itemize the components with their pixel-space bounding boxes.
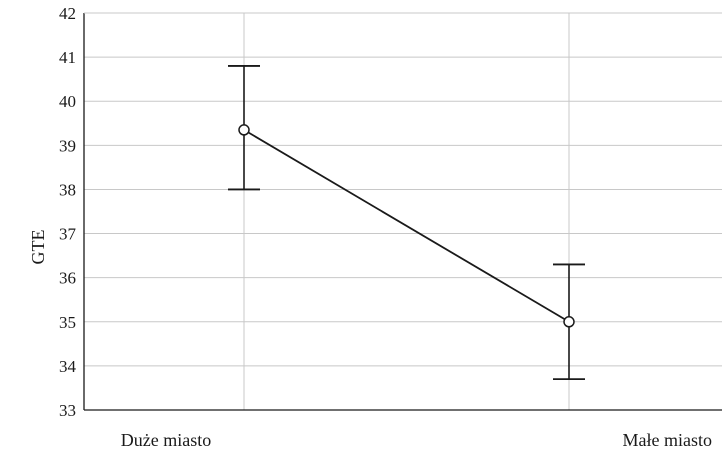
data-point <box>238 124 250 136</box>
x-category-label: Duże miasto <box>121 430 211 450</box>
x-category-labels: Duże miasto Małe miasto <box>121 430 712 450</box>
y-tick-label: 38 <box>59 180 76 199</box>
y-tick-label: 37 <box>59 225 77 244</box>
y-tick-label: 36 <box>59 269 76 288</box>
y-axis-label: GTE <box>28 230 48 265</box>
axes <box>83 12 722 411</box>
data-points <box>238 124 575 328</box>
grid-lines <box>84 12 722 410</box>
series-line-group <box>243 129 570 323</box>
y-tick-label: 42 <box>59 4 76 23</box>
y-tick-label: 35 <box>59 313 76 332</box>
series-line <box>243 129 570 323</box>
y-tick-label: 34 <box>59 357 77 376</box>
y-tick-label: 40 <box>59 92 76 111</box>
y-tick-label: 33 <box>59 401 76 420</box>
error-bars <box>228 65 585 381</box>
y-tick-labels: 33 34 35 36 37 38 39 40 41 42 <box>59 4 77 420</box>
y-tick-label: 39 <box>59 136 76 155</box>
x-category-label: Małe miasto <box>623 430 712 450</box>
data-point <box>563 316 575 328</box>
y-tick-label: 41 <box>59 48 76 67</box>
